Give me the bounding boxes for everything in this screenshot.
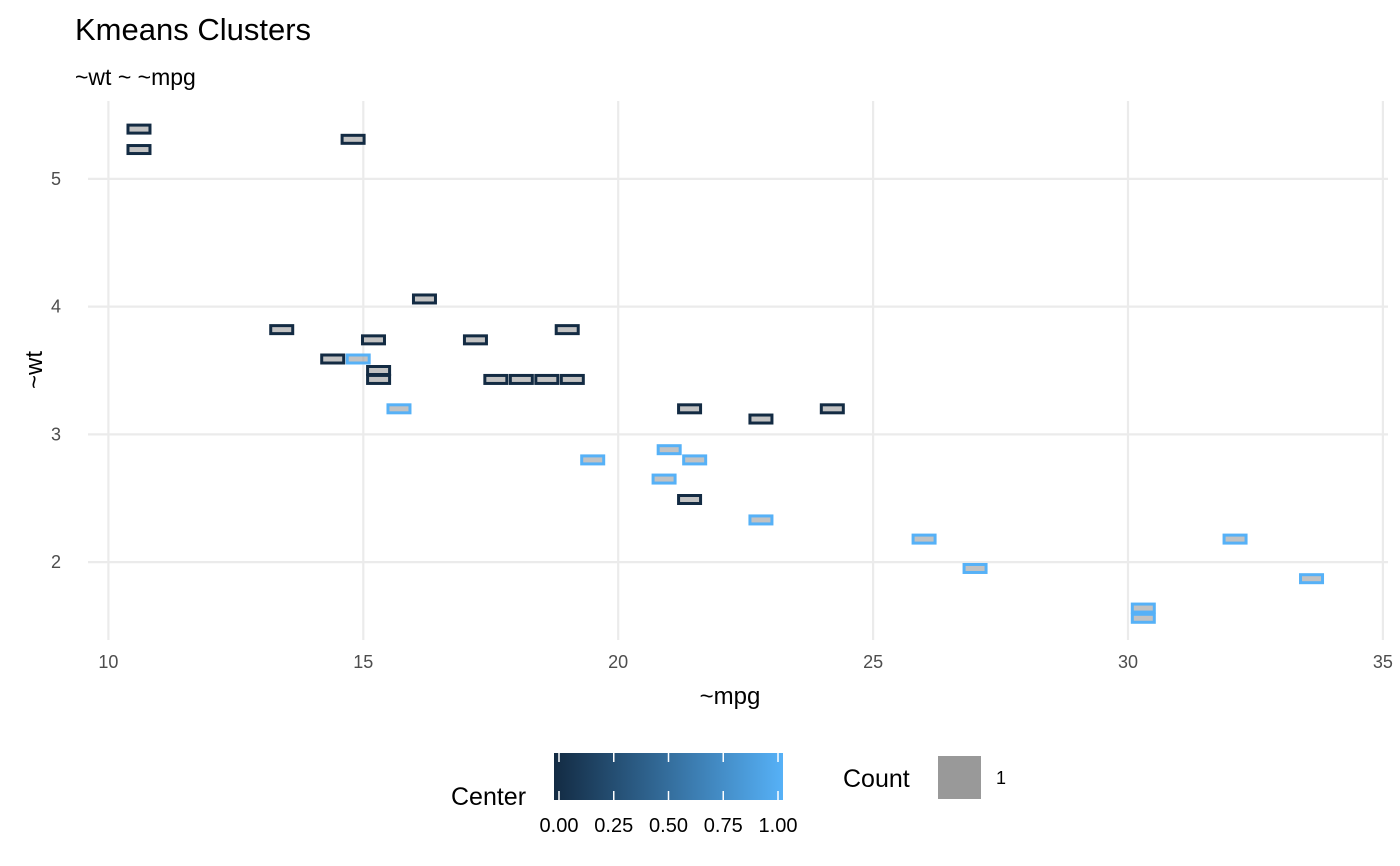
x-tick-label: 20 xyxy=(608,652,628,672)
cluster-tile xyxy=(1299,573,1325,585)
cluster-tile xyxy=(1130,612,1156,624)
tiles-layer xyxy=(126,123,1325,624)
y-tick-label: 3 xyxy=(51,424,61,444)
cluster-tile xyxy=(677,403,703,415)
legend-count-value: 1 xyxy=(996,768,1006,788)
cluster-tile xyxy=(656,444,682,456)
cluster-tile xyxy=(340,133,366,145)
legend-tick-label: 0.00 xyxy=(540,815,579,837)
legend: Center 0.00 0.25 0.50 0.75 1.00 Count 1 xyxy=(451,753,1006,837)
cluster-tile xyxy=(748,413,774,425)
cluster-tile xyxy=(580,454,606,466)
cluster-tile xyxy=(411,293,437,305)
cluster-tile xyxy=(819,403,845,415)
cluster-tile xyxy=(534,373,560,385)
legend-count-key xyxy=(938,756,981,799)
legend-count-title: Count xyxy=(843,765,910,793)
x-tick-label: 25 xyxy=(863,652,883,672)
chart-title: Kmeans Clusters xyxy=(75,12,311,47)
y-axis-label: ~wt xyxy=(21,351,48,389)
cluster-tile xyxy=(748,514,774,526)
legend-center-labels: 0.00 0.25 0.50 0.75 1.00 xyxy=(540,815,798,837)
chart-subtitle: ~wt ~ ~mpg xyxy=(75,64,196,90)
legend-center-ticks xyxy=(558,753,779,800)
cluster-tile xyxy=(269,324,295,336)
cluster-tile xyxy=(386,403,412,415)
cluster-tile xyxy=(320,353,346,365)
y-tick-label: 4 xyxy=(51,297,61,317)
cluster-tile xyxy=(360,334,386,346)
cluster-tile xyxy=(126,123,152,135)
cluster-tile xyxy=(682,454,708,466)
legend-tick-label: 1.00 xyxy=(759,815,798,837)
cluster-tile xyxy=(554,324,580,336)
cluster-tile xyxy=(508,373,534,385)
cluster-tile xyxy=(1130,602,1156,614)
legend-tick-label: 0.75 xyxy=(704,815,743,837)
legend-center-title: Center xyxy=(451,783,526,811)
x-tick-label: 35 xyxy=(1373,652,1393,672)
x-axis-label: ~mpg xyxy=(700,683,761,710)
cluster-tile xyxy=(559,373,585,385)
cluster-tile xyxy=(345,353,371,365)
cluster-tile xyxy=(911,533,937,545)
cluster-tile xyxy=(483,373,509,385)
grid-layer xyxy=(88,101,1388,640)
x-tick-label: 10 xyxy=(98,652,118,672)
cluster-tile xyxy=(366,373,392,385)
cluster-tile xyxy=(1222,533,1248,545)
cluster-tile xyxy=(962,562,988,574)
x-tick-labels: 10 15 20 25 30 35 xyxy=(98,652,1393,672)
legend-tick-label: 0.25 xyxy=(594,815,633,837)
y-tick-label: 5 xyxy=(51,169,61,189)
cluster-tile xyxy=(366,365,392,376)
cluster-tile xyxy=(462,334,488,346)
cluster-tile xyxy=(651,473,677,485)
y-tick-labels: 2 3 4 5 xyxy=(51,169,61,572)
cluster-tile xyxy=(677,494,703,506)
cluster-tile xyxy=(126,144,152,156)
legend-tick-label: 0.50 xyxy=(649,815,688,837)
x-tick-label: 30 xyxy=(1118,652,1138,672)
y-tick-label: 2 xyxy=(51,552,61,572)
x-tick-label: 15 xyxy=(353,652,373,672)
